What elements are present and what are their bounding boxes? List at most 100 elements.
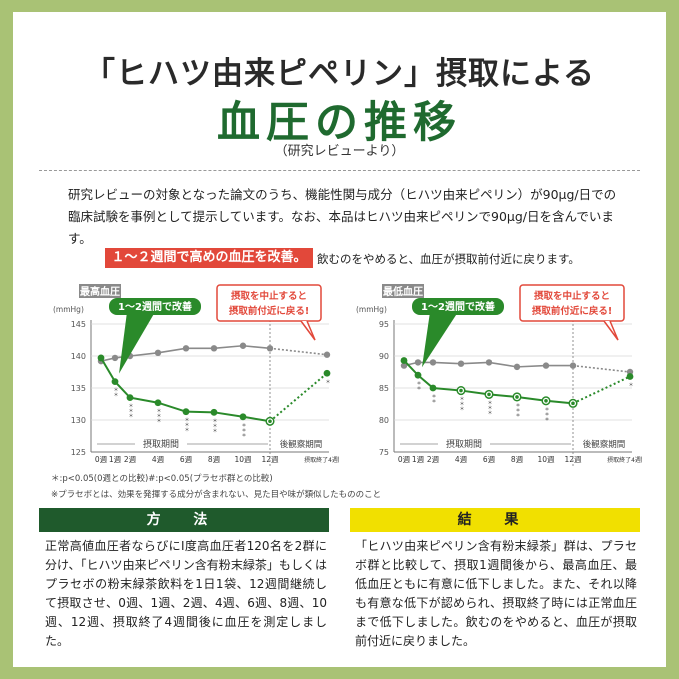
placebo-point bbox=[414, 359, 422, 366]
test-point-center bbox=[515, 395, 519, 399]
significance-mark: ＊ bbox=[241, 423, 246, 429]
placebo-point bbox=[182, 345, 190, 352]
followup-period-label: 後観察期間 bbox=[280, 439, 323, 450]
y-tick-label: 80 bbox=[379, 416, 389, 425]
divider bbox=[39, 170, 640, 171]
result-text: 「ヒハツ由来ピペリン含有粉末緑茶」群は、プラセボ群と比較して、摂取1週間後から、… bbox=[355, 539, 637, 648]
significance-mark: ＊ bbox=[128, 404, 133, 410]
y-unit: (mmHg) bbox=[356, 305, 387, 314]
test-point bbox=[414, 371, 422, 379]
callout-red-text-1: 摂取を中止すると bbox=[534, 290, 610, 302]
placebo-point bbox=[569, 362, 577, 369]
x-tick-label: 8週 bbox=[511, 455, 524, 464]
significance-mark: ＊ bbox=[212, 428, 217, 434]
x-tick-label: 2週 bbox=[124, 455, 137, 464]
chart-title-bg bbox=[382, 284, 424, 298]
placebo-point bbox=[513, 363, 521, 371]
significance-mark: ＊ bbox=[184, 428, 189, 434]
test-point-center bbox=[268, 419, 272, 424]
significance-mark: ＊ bbox=[212, 418, 217, 424]
method-text: 正常高値血圧者ならびにⅠ度高血圧者120名を2群に分け、「ヒハツ由来ピペリン含有… bbox=[45, 539, 327, 648]
significance-mark: ＊ bbox=[515, 408, 520, 414]
page-headline: 血圧の推移 bbox=[217, 98, 462, 148]
test-line bbox=[100, 357, 271, 423]
significance-mark: ＊ bbox=[459, 402, 464, 408]
significance-note: ＊:p<0.05(0週との比較)#:p<0.05(プラセボ群との比較) bbox=[51, 474, 273, 484]
significance-mark: ＊ bbox=[212, 423, 217, 429]
placebo-line-followup bbox=[269, 347, 328, 356]
intro-line-1: 研究レビューの対象となった論文のうち、機能性関与成分（ヒハツ由来ピペリン）が90… bbox=[68, 187, 617, 202]
x-tick-label: 0週 bbox=[95, 455, 108, 464]
significance-mark: ＊ bbox=[156, 409, 161, 415]
test-point bbox=[239, 413, 247, 421]
y-unit: (mmHg) bbox=[53, 305, 84, 314]
callout-red-pointer bbox=[300, 320, 316, 341]
significance-mark: ＊ bbox=[487, 400, 492, 406]
x-tick-label: 摂取終了4週間後 bbox=[304, 456, 339, 464]
placebo-point bbox=[323, 351, 331, 358]
stop-note: 飲むのをやめると、血圧が摂取前付近に戻ります。 bbox=[317, 252, 580, 266]
placebo-point bbox=[400, 362, 408, 369]
x-tick-label: 12週 bbox=[564, 455, 582, 464]
placebo-point bbox=[111, 354, 119, 362]
x-tick-label: 摂取終了4週間後 bbox=[607, 456, 642, 464]
significance-mark: ＊ bbox=[184, 423, 189, 429]
test-point bbox=[111, 378, 119, 385]
test-point bbox=[626, 373, 634, 380]
y-tick-label: 135 bbox=[71, 384, 86, 393]
callout-red-text-2: 摂取前付近に戻る! bbox=[229, 305, 309, 317]
test-point bbox=[97, 354, 105, 362]
x-tick-label: 10週 bbox=[234, 455, 252, 464]
chart-systolic-svg: 最高血圧 (mmHg) 125 130 135 140 145 0週 1週 2週 4週 6週 8週 10週… bbox=[53, 284, 350, 466]
y-tick-label: 125 bbox=[71, 448, 86, 457]
y-tick-label: 145 bbox=[71, 320, 86, 329]
x-tick-label: 0週 bbox=[398, 455, 411, 464]
significance-mark: ＊ bbox=[431, 399, 436, 405]
followup-period-label: 後観察期間 bbox=[583, 439, 626, 450]
significance-mark: ＊ bbox=[156, 419, 161, 425]
significance-mark: ＊ bbox=[113, 388, 118, 394]
placebo-point bbox=[542, 362, 550, 369]
placebo-note: ※プラセボとは、効果を発揮する成分が含まれない、見た目や味が類似したもののこと bbox=[51, 490, 382, 500]
callout-red-text-1: 摂取を中止すると bbox=[231, 290, 307, 302]
page-subtitle: （研究レビューより） bbox=[274, 144, 405, 159]
placebo-point bbox=[485, 359, 493, 366]
placebo-point bbox=[266, 345, 274, 352]
callout-red-pointer bbox=[603, 320, 619, 341]
chart-diastolic-svg: 最低血圧 (mmHg) 75 80 85 90 95 0週 1週 2週 4週 6週 8週 10週 12週 摂取… bbox=[356, 284, 653, 466]
callout-red-text-2: 摂取前付近に戻る! bbox=[532, 305, 612, 317]
significance-mark: ＊ bbox=[156, 414, 161, 420]
placebo-line-followup bbox=[572, 364, 631, 373]
x-tick-label: 6週 bbox=[180, 455, 193, 464]
test-point-center bbox=[459, 388, 463, 393]
y-tick-label: 75 bbox=[379, 448, 389, 457]
test-point bbox=[429, 384, 437, 392]
callout-green-text: 1～2週間で改善 bbox=[118, 300, 192, 313]
placebo-point bbox=[154, 349, 162, 356]
chart-title: 最高血圧 bbox=[80, 285, 120, 298]
placebo-point bbox=[239, 342, 247, 349]
test-point-center bbox=[544, 399, 548, 403]
significance-mark: ＊ bbox=[459, 407, 464, 413]
callout-green-bg bbox=[109, 298, 201, 315]
callout-green-pointer bbox=[119, 312, 155, 374]
intake-period-label: 摂取期間 bbox=[446, 438, 482, 450]
significance-mark: ＊ bbox=[128, 414, 133, 420]
callout-red-box bbox=[216, 284, 322, 322]
callout-red-box bbox=[519, 284, 625, 322]
callout-green-bg bbox=[412, 298, 504, 315]
test-point bbox=[400, 357, 408, 364]
significance-mark: ＊ bbox=[113, 393, 118, 399]
test-point bbox=[126, 394, 134, 401]
x-tick-label: 12週 bbox=[261, 455, 279, 464]
test-line-followup bbox=[572, 375, 631, 405]
test-point bbox=[182, 408, 190, 416]
y-tick-label: 85 bbox=[379, 384, 389, 393]
placebo-point bbox=[210, 345, 218, 352]
x-tick-label: 10週 bbox=[537, 455, 555, 464]
placebo-point bbox=[457, 360, 465, 367]
significance-mark: ＊ bbox=[544, 412, 549, 418]
intake-period-label: 摂取期間 bbox=[143, 438, 179, 450]
result-header: 結 果 bbox=[350, 508, 640, 532]
significance-mark: ＊ bbox=[487, 405, 492, 411]
